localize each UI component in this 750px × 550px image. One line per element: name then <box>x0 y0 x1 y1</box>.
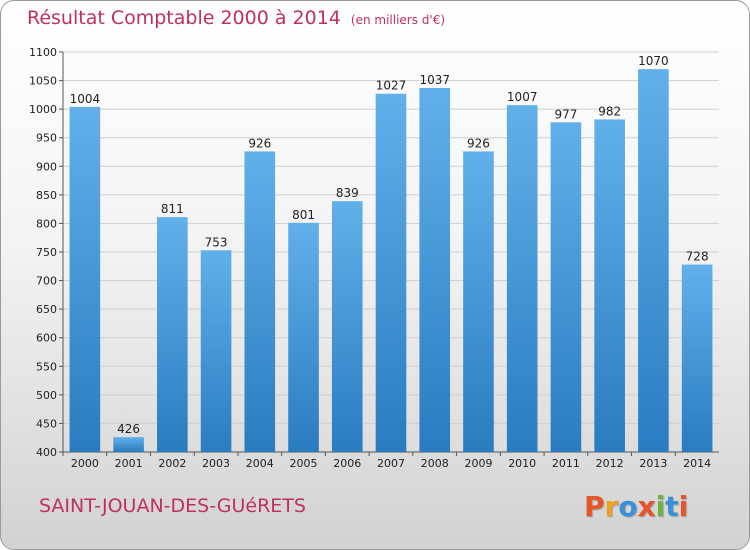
y-tick-label: 550 <box>36 360 57 373</box>
value-label-2011: 977 <box>554 107 577 121</box>
y-tick-label: 800 <box>36 217 57 230</box>
bar-2005 <box>288 222 319 452</box>
value-label-2001: 426 <box>117 422 140 436</box>
value-label-2004: 926 <box>248 136 271 150</box>
chart-title: Résultat Comptable 2000 à 2014 (en millie… <box>27 7 445 29</box>
value-label-2013: 1070 <box>638 54 669 68</box>
x-tick-label-2001: 2001 <box>115 457 143 470</box>
y-tick-label: 750 <box>36 246 57 259</box>
bar-2013 <box>638 69 669 453</box>
y-tick-label: 700 <box>36 275 57 288</box>
x-tick-label-2011: 2011 <box>552 457 580 470</box>
x-tick-label-2009: 2009 <box>464 457 492 470</box>
x-tick-label-2003: 2003 <box>202 457 230 470</box>
logo-letter: o <box>618 490 638 523</box>
logo-letter: r <box>604 490 619 523</box>
value-label-2008: 1037 <box>419 73 450 87</box>
x-tick-label-2012: 2012 <box>596 457 624 470</box>
bar-2006 <box>331 201 363 452</box>
bar-2007 <box>375 93 407 452</box>
value-label-2000: 1004 <box>70 92 101 106</box>
y-tick-label: 650 <box>36 303 57 316</box>
chart-title-text: Résultat Comptable 2000 à 2014 <box>27 7 341 29</box>
value-label-2010: 1007 <box>507 90 538 104</box>
value-label-2014: 728 <box>686 250 709 264</box>
bar-2010 <box>506 105 538 453</box>
logo-letter: t <box>665 490 679 523</box>
bars <box>69 69 713 453</box>
x-tick-label-2002: 2002 <box>158 457 186 470</box>
y-tick-label: 900 <box>36 160 57 173</box>
value-label-2005: 801 <box>292 208 315 222</box>
bar-2001 <box>113 437 144 452</box>
x-tick-label-2000: 2000 <box>71 457 99 470</box>
proxiti-logo[interactable]: Proxiti <box>584 490 688 523</box>
value-label-2012: 982 <box>598 104 621 118</box>
data-labels: 1004 426 811 753 926 801 839 1027 1037 926 1007 977… <box>70 54 709 436</box>
bar-2011 <box>550 122 582 453</box>
x-tick-label-2008: 2008 <box>421 457 449 470</box>
value-label-2009: 926 <box>467 136 490 150</box>
value-label-2007: 1027 <box>376 79 407 93</box>
x-tick-label-2007: 2007 <box>377 457 405 470</box>
y-tick-label: 850 <box>36 189 57 202</box>
y-tick-label: 600 <box>36 332 57 345</box>
logo-letter: x <box>637 490 656 523</box>
x-tick-label-2004: 2004 <box>246 457 274 470</box>
logo-letter: i <box>655 490 666 523</box>
bar-2012 <box>594 119 625 452</box>
value-label-2003: 753 <box>205 235 228 249</box>
logo-letter: i <box>678 490 689 523</box>
y-tick-label: 400 <box>36 446 57 459</box>
bar-2004 <box>244 151 276 452</box>
y-tick-label: 1100 <box>29 46 57 59</box>
bar-2003 <box>200 250 232 452</box>
y-tick-label: 500 <box>36 389 57 402</box>
bar-2009 <box>463 151 494 452</box>
x-tick-label-2013: 2013 <box>639 457 667 470</box>
bar-2002 <box>157 217 188 452</box>
x-tick-label-2005: 2005 <box>290 457 318 470</box>
y-tick-label: 1050 <box>29 75 57 88</box>
y-tick-label: 1000 <box>29 103 57 116</box>
value-label-2006: 839 <box>336 186 359 200</box>
x-tick-label-2010: 2010 <box>508 457 536 470</box>
bar-2000 <box>69 106 101 452</box>
y-tick-label: 450 <box>36 417 57 430</box>
bar-2008 <box>419 88 451 452</box>
x-tick-label-2014: 2014 <box>683 457 711 470</box>
commune-name: SAINT-JOUAN-DES-GUéRETS <box>39 495 306 517</box>
logo-letter: P <box>584 490 605 523</box>
chart-subtitle: (en milliers d'€) <box>350 13 446 27</box>
y-tick-label: 950 <box>36 132 57 145</box>
value-label-2002: 811 <box>161 202 184 216</box>
bar-2014 <box>681 264 713 452</box>
x-tick-label-2006: 2006 <box>333 457 361 470</box>
